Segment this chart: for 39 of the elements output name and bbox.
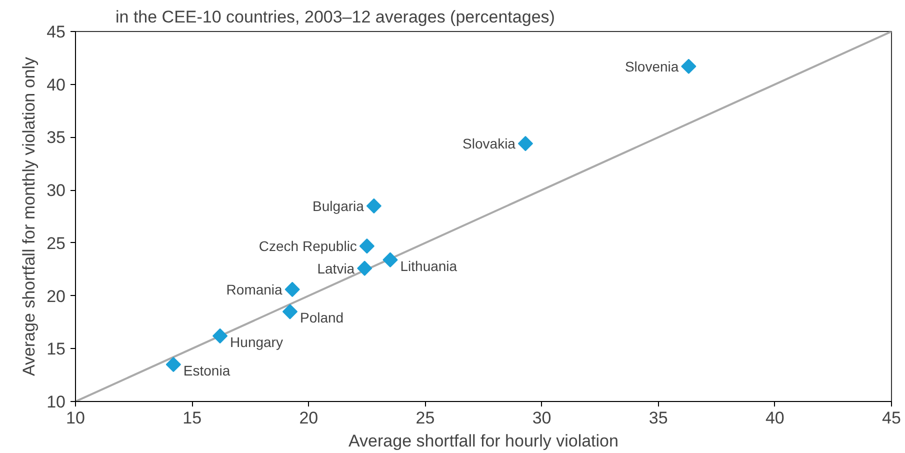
point: [357, 260, 372, 276]
y-axis-title: Average shortfall for monthly violation only: [20, 56, 39, 376]
annotation: Bulgaria: [312, 198, 364, 214]
y-tick-label: 20: [46, 286, 66, 306]
annotation: Latvia: [317, 260, 355, 276]
annotation: Slovakia: [462, 136, 516, 152]
point: [382, 252, 398, 268]
x-tick-label: 15: [182, 408, 202, 428]
x-tick-label: 30: [532, 408, 552, 428]
point: [282, 304, 298, 320]
x-tick-label: 40: [765, 408, 784, 428]
annotation: Lithuania: [400, 258, 458, 274]
y-tick-label: 40: [46, 75, 66, 94]
point: [681, 58, 696, 74]
x-tick-label: 20: [299, 408, 318, 428]
point: [166, 356, 181, 372]
x-axis-title: Average shortfall for hourly violation: [348, 432, 618, 450]
y-tick-label: 25: [46, 234, 66, 253]
chart-title: in the CEE-10 countries, 2003–12 averages (percentages): [116, 8, 555, 26]
annotation: Slovenia: [624, 58, 679, 74]
x-tick-label: 25: [416, 408, 435, 428]
point: [366, 198, 382, 214]
point: [284, 282, 300, 298]
annotation: Estonia: [183, 362, 230, 378]
annotation: Poland: [300, 310, 344, 326]
y-tick-label: 30: [46, 181, 66, 200]
point: [359, 238, 374, 254]
x-tick-label: 35: [648, 408, 668, 428]
y-tick-label: 10: [46, 392, 66, 412]
annotation: Hungary: [230, 334, 283, 350]
y-tick-label: 45: [46, 22, 66, 42]
x-tick-label: 45: [882, 408, 901, 428]
y-tick-label: 15: [46, 340, 66, 359]
annotation: Romania: [226, 281, 283, 298]
point: [518, 136, 534, 152]
y-tick-label: 35: [46, 128, 66, 148]
x-tick-label: 10: [66, 408, 85, 428]
point: [212, 328, 228, 344]
annotation: Czech Republic: [258, 238, 357, 254]
